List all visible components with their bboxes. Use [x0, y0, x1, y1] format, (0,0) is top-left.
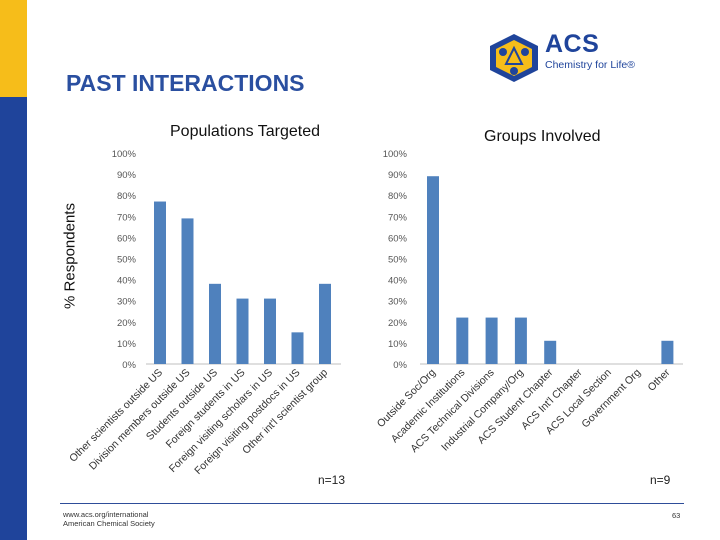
bar	[544, 340, 557, 364]
bar	[264, 298, 276, 364]
y-tick-label: 10%	[388, 339, 408, 350]
y-tick-label: 60%	[388, 233, 408, 244]
bar	[209, 283, 221, 364]
y-tick-label: 10%	[117, 339, 137, 350]
y-tick-label: 60%	[117, 233, 137, 244]
y-tick-label: 70%	[388, 212, 408, 223]
sample-size-right: n=9	[650, 473, 671, 487]
y-tick-label: 0%	[122, 360, 136, 371]
y-tick-label: 30%	[117, 297, 137, 308]
acs-emblem-icon	[490, 34, 538, 82]
bar	[661, 340, 674, 364]
chart-title-groups: Groups Involved	[484, 128, 601, 145]
page-number: 63	[672, 511, 681, 520]
logo-wordmark: ACS	[545, 30, 600, 58]
bar	[514, 317, 527, 364]
left-accent-gold	[0, 0, 27, 97]
chart-title-populations: Populations Targeted	[170, 123, 321, 140]
sample-size-left: n=13	[318, 473, 346, 487]
bar	[319, 283, 331, 364]
logo-tagline: Chemistry for Life®	[545, 59, 636, 71]
acs-logo: ACS Chemistry for Life®	[488, 30, 648, 86]
footer-text: www.acs.org/international American Chemi…	[63, 510, 155, 528]
bar	[236, 298, 249, 364]
y-tick-label: 100%	[112, 149, 137, 160]
y-tick-label: 0%	[393, 360, 407, 371]
y-tick-label: 80%	[388, 191, 408, 202]
y-tick-label: 90%	[388, 170, 408, 181]
slide-title: PAST INTERACTIONS	[66, 70, 305, 96]
bar	[291, 332, 304, 364]
y-tick-label: 20%	[388, 318, 408, 329]
y-tick-label: 50%	[388, 255, 408, 266]
y-tick-label: 100%	[383, 149, 408, 160]
footer-url: www.acs.org/international	[63, 510, 149, 519]
bar	[154, 201, 166, 364]
footer-divider	[60, 503, 684, 504]
bar	[427, 176, 439, 364]
x-category-label: Other	[645, 366, 672, 393]
bar	[485, 317, 498, 364]
left-accent-bar	[0, 0, 27, 540]
y-tick-label: 20%	[117, 318, 137, 329]
y-tick-label: 70%	[117, 212, 137, 223]
y-tick-label: 40%	[388, 276, 408, 287]
y-tick-label: 40%	[117, 276, 137, 287]
y-tick-label: 80%	[117, 191, 137, 202]
left-accent-blue	[0, 97, 27, 540]
footer-org: American Chemical Society	[63, 519, 155, 528]
bar	[456, 317, 469, 364]
y-tick-label: 50%	[117, 255, 137, 266]
y-tick-label: 30%	[388, 297, 408, 308]
bar	[181, 218, 194, 364]
y-tick-label: 90%	[117, 170, 137, 181]
